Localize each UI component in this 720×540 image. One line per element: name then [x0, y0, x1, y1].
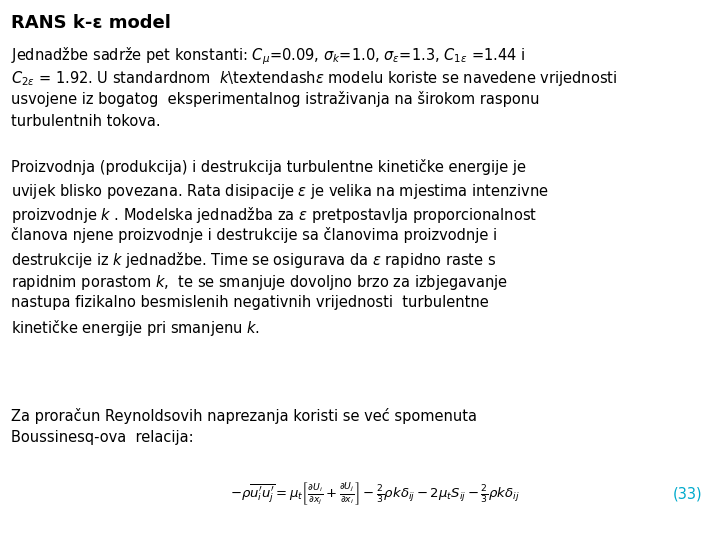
Text: Jednadžbe sadrže pet konstanti: $C_\mu$=0.09, $\sigma_k$=1.0, $\sigma_\varepsilo: Jednadžbe sadrže pet konstanti: $C_\mu$=… [11, 46, 525, 68]
Text: usvojene iz bogatog  eksperimentalnog istraživanja na širokom rasponu: usvojene iz bogatog eksperimentalnog ist… [11, 91, 539, 107]
Text: kinetičke energije pri smanjenu $k$.: kinetičke energije pri smanjenu $k$. [11, 318, 260, 338]
Text: proizvodnje $k$ . Modelska jednadžba za $\varepsilon$ pretpostavlja proporcional: proizvodnje $k$ . Modelska jednadžba za … [11, 205, 537, 225]
Text: Boussinesq-ova  relacija:: Boussinesq-ova relacija: [11, 430, 194, 445]
Text: RANS k-ε model: RANS k-ε model [11, 14, 171, 31]
Text: destrukcije iz $k$ jednadžbe. Time se osigurava da $\varepsilon$ rapidno raste s: destrukcije iz $k$ jednadžbe. Time se os… [11, 250, 496, 270]
Text: rapidnim porastom $k$,  te se smanjuje dovoljno brzo za izbjegavanje: rapidnim porastom $k$, te se smanjuje do… [11, 273, 508, 292]
Text: $C_{2\varepsilon}$ = 1.92. U standardnom  $k$\textendash$\varepsilon$ modelu kor: $C_{2\varepsilon}$ = 1.92. U standardnom… [11, 69, 617, 87]
Text: uvijek blisko povezana. Rata disipacije $\varepsilon$ je velika na mjestima inte: uvijek blisko povezana. Rata disipacije … [11, 182, 549, 201]
Text: Proizvodnja (produkcija) i destrukcija turbulentne kinetičke energije je: Proizvodnja (produkcija) i destrukcija t… [11, 159, 526, 176]
Text: turbulentnih tokova.: turbulentnih tokova. [11, 114, 161, 129]
Text: članova njene proizvodnje i destrukcije sa članovima proizvodnje i: članova njene proizvodnje i destrukcije … [11, 227, 497, 244]
Text: nastupa fizikalno besmislenih negativnih vrijednosti  turbulentne: nastupa fizikalno besmislenih negativnih… [11, 295, 489, 310]
Text: Za proračun Reynoldsovih naprezanja koristi se već spomenuta: Za proračun Reynoldsovih naprezanja kori… [11, 408, 477, 424]
Text: $-\rho\overline{u_i' u_j'} = \mu_t \left[ \frac{\partial U_i}{\partial x_j} + \f: $-\rho\overline{u_i' u_j'} = \mu_t \left… [230, 481, 520, 508]
Text: (33): (33) [672, 487, 702, 502]
